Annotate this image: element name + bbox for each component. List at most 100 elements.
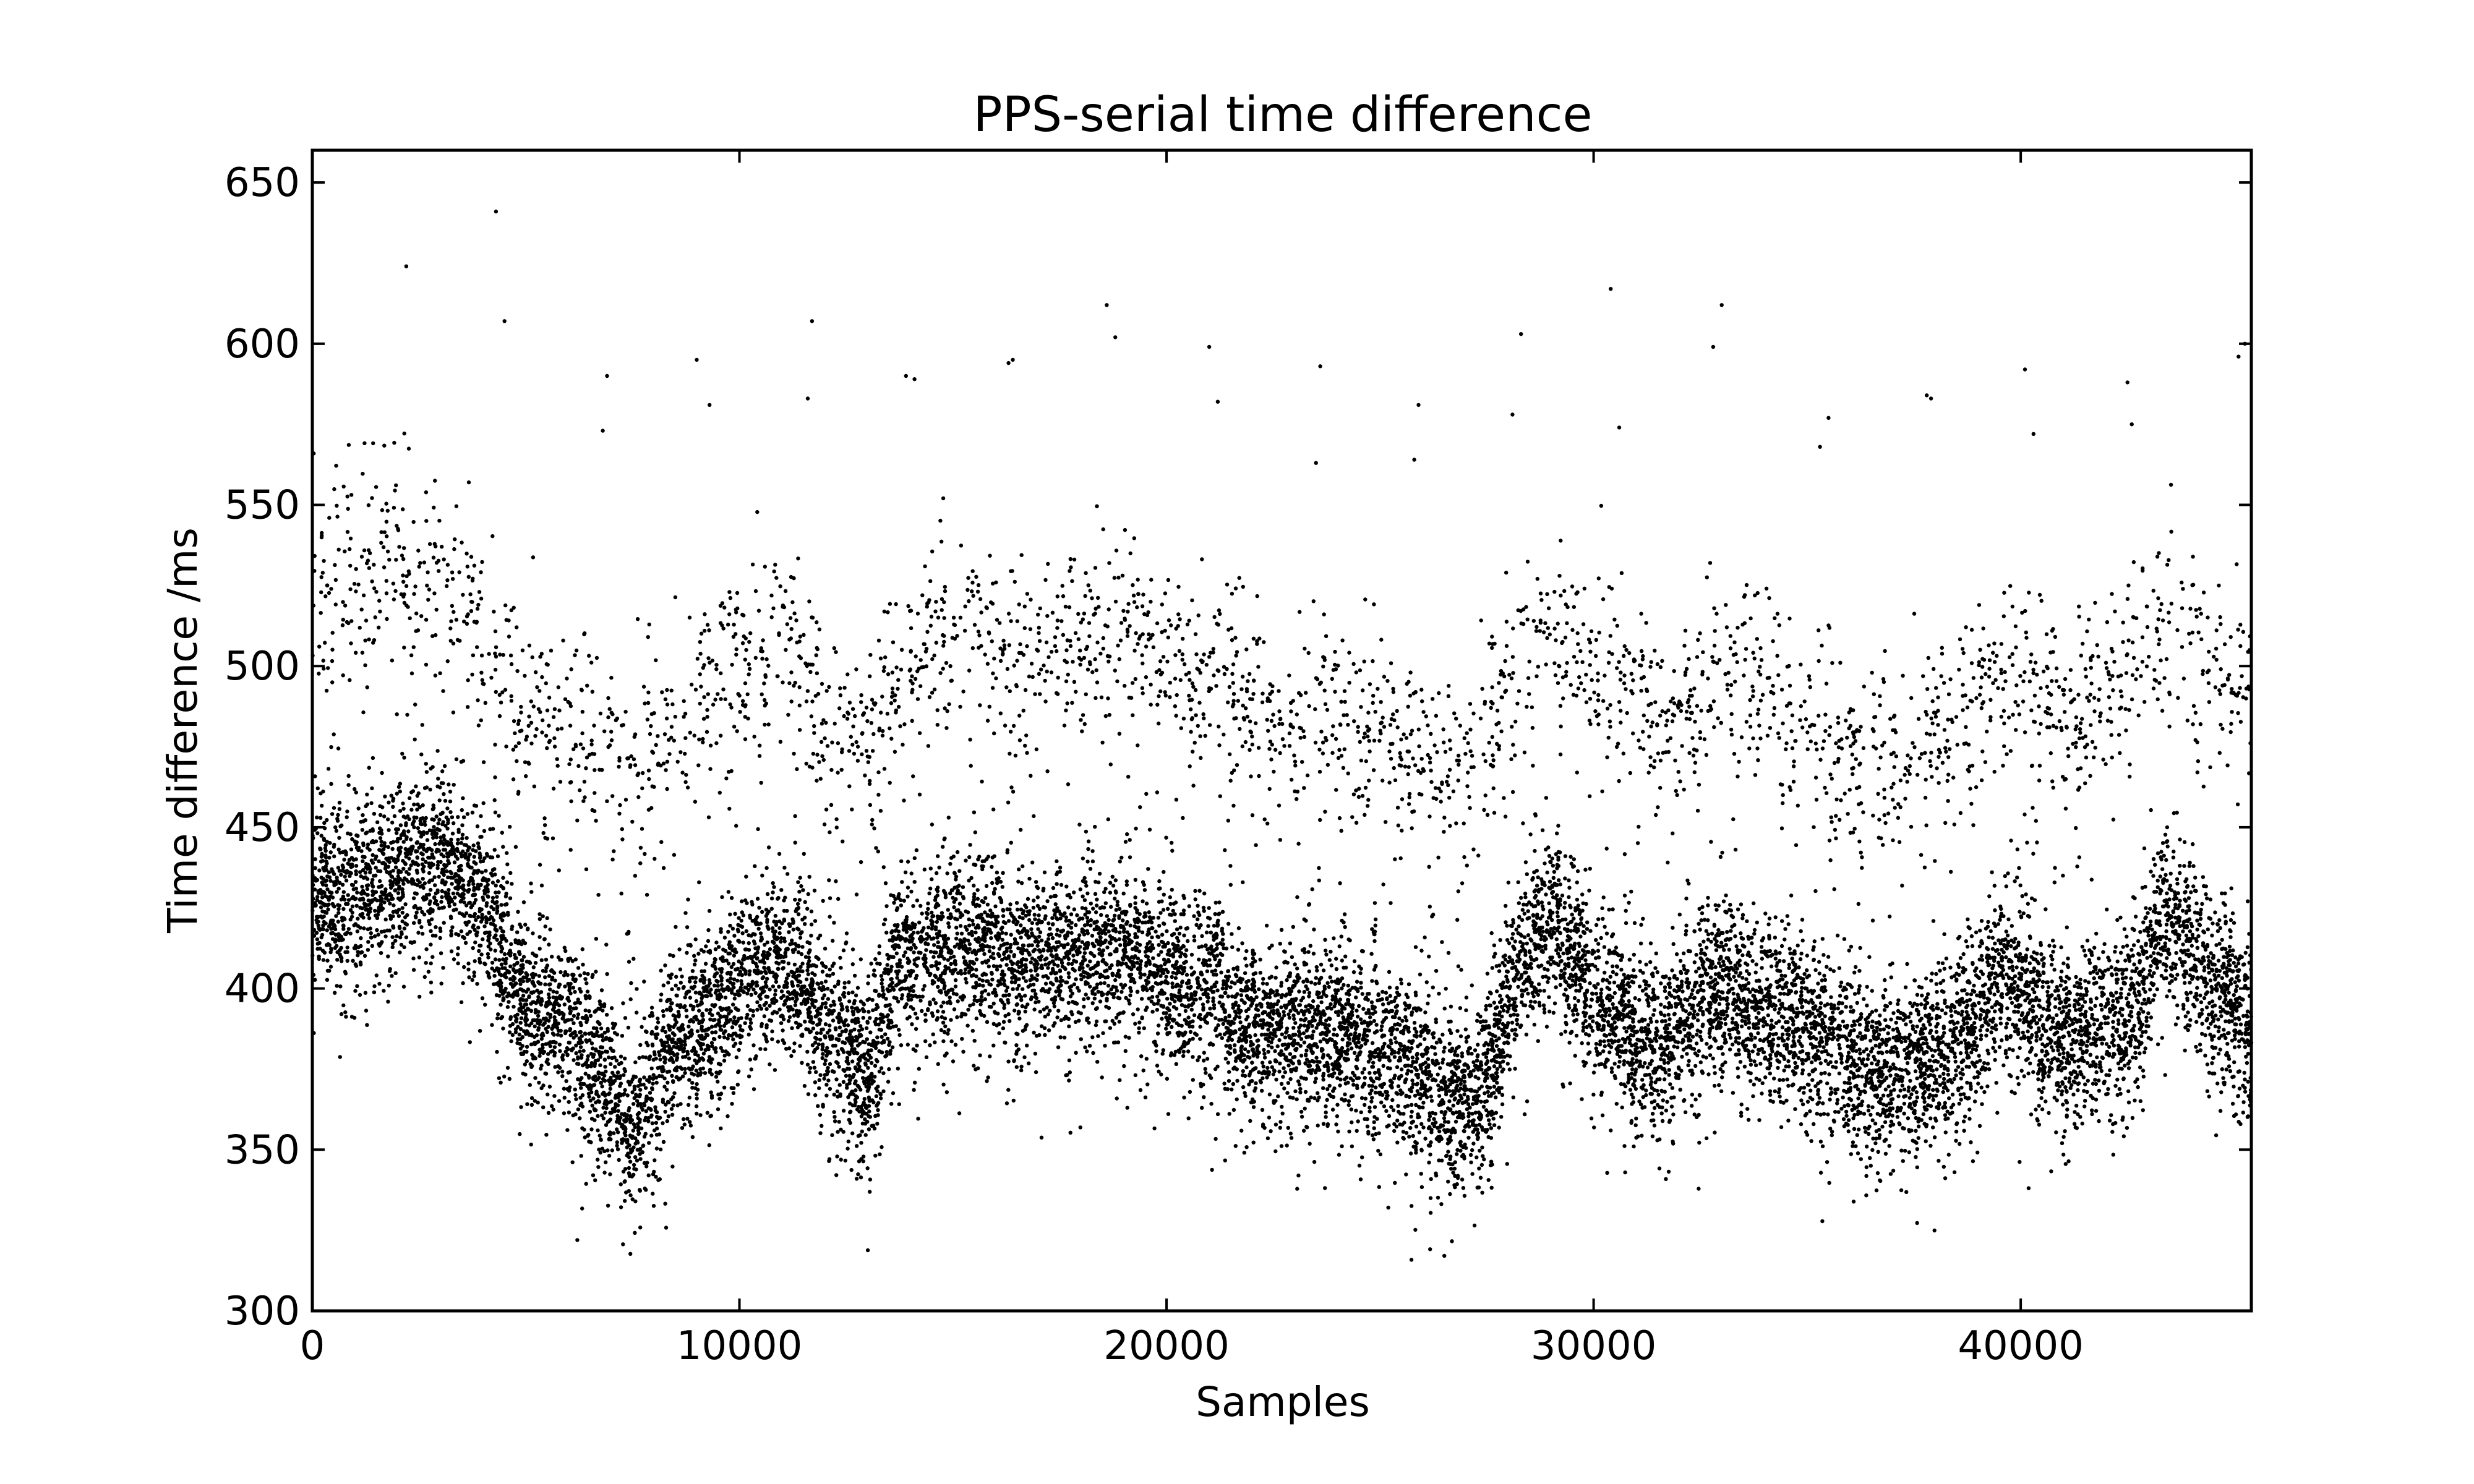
- data-point: [345, 809, 349, 814]
- data-point: [2243, 950, 2248, 955]
- data-point: [1648, 941, 1653, 945]
- data-point: [1512, 947, 1517, 952]
- data-point: [837, 1120, 841, 1124]
- data-point: [1856, 1151, 1860, 1156]
- data-point: [1716, 903, 1721, 908]
- data-point: [1790, 957, 1794, 961]
- data-point: [2071, 1093, 2076, 1097]
- data-point: [1079, 1037, 1084, 1041]
- data-point: [1117, 906, 1122, 911]
- data-point: [2107, 1073, 2111, 1078]
- data-point: [366, 883, 370, 887]
- data-point: [954, 926, 959, 930]
- data-point: [1705, 1041, 1709, 1046]
- data-point: [508, 964, 513, 969]
- data-point: [2198, 916, 2203, 921]
- data-point: [1852, 1019, 1856, 1024]
- data-point: [1713, 972, 1718, 976]
- data-point: [1924, 976, 1928, 981]
- data-point: [961, 885, 965, 889]
- data-point: [1400, 1018, 1405, 1023]
- data-point: [1157, 1069, 1161, 1074]
- data-point: [1870, 1118, 1875, 1123]
- data-point: [1906, 1116, 1911, 1120]
- data-point: [820, 996, 825, 1000]
- data-point: [1740, 916, 1745, 921]
- data-point: [580, 1053, 584, 1057]
- data-point: [1930, 971, 1934, 976]
- data-point: [2241, 1111, 2245, 1115]
- data-point: [773, 992, 777, 997]
- data-point: [1337, 944, 1342, 949]
- data-point: [2063, 1085, 2068, 1090]
- data-point: [1750, 941, 1754, 945]
- data-point: [1157, 887, 1162, 891]
- data-point: [2216, 1051, 2221, 1056]
- data-point: [1469, 1160, 1473, 1165]
- data-point: [903, 870, 908, 875]
- data-point: [615, 1140, 619, 1145]
- data-point: [1260, 1107, 1265, 1112]
- data-point: [563, 984, 567, 989]
- data-point: [1128, 923, 1132, 927]
- data-point: [1513, 1032, 1517, 1036]
- data-point: [877, 944, 882, 949]
- data-point: [912, 1088, 916, 1092]
- data-point: [1652, 1106, 1657, 1111]
- data-point: [1101, 1031, 1105, 1036]
- data-point: [596, 1058, 601, 1062]
- data-point: [1567, 878, 1571, 882]
- data-point: [1915, 1095, 1919, 1099]
- data-point: [1336, 1129, 1340, 1134]
- data-point: [1442, 1006, 1447, 1011]
- data-point: [421, 830, 426, 835]
- data-point: [983, 997, 988, 1002]
- data-point: [807, 1070, 812, 1075]
- data-point: [1974, 1090, 1978, 1094]
- data-point: [2010, 924, 2014, 928]
- data-point: [443, 798, 448, 803]
- data-point: [1429, 1130, 1434, 1135]
- data-point: [2137, 952, 2142, 957]
- data-point: [580, 1126, 584, 1130]
- data-point: [570, 1160, 575, 1164]
- data-point: [341, 890, 346, 894]
- data-point: [1045, 1005, 1049, 1010]
- data-point: [2123, 1064, 2127, 1068]
- data-point: [1541, 907, 1546, 911]
- data-point: [574, 1051, 578, 1055]
- data-point: [972, 1039, 977, 1043]
- data-point: [753, 864, 757, 869]
- data-point: [792, 1041, 797, 1046]
- data-point: [892, 900, 896, 905]
- data-point: [674, 924, 678, 929]
- data-point: [2047, 1111, 2051, 1115]
- data-point: [2165, 956, 2169, 960]
- data-point: [631, 1145, 636, 1149]
- data-point: [832, 1070, 836, 1074]
- data-point: [1095, 897, 1099, 902]
- data-point: [1718, 855, 1723, 859]
- data-point: [1751, 1094, 1755, 1099]
- data-point: [583, 1135, 587, 1140]
- data-point: [490, 827, 495, 831]
- data-point: [1012, 1058, 1016, 1062]
- data-point: [377, 859, 381, 864]
- data-point: [1317, 981, 1321, 986]
- data-point: [1484, 1007, 1488, 1012]
- data-point: [824, 1093, 829, 1098]
- data-point: [1012, 954, 1016, 958]
- data-point: [1210, 1167, 1214, 1172]
- data-point: [1199, 987, 1204, 992]
- data-point: [390, 935, 395, 939]
- data-point: [868, 1016, 872, 1020]
- data-point: [1800, 980, 1804, 985]
- data-point: [1732, 974, 1736, 979]
- data-point: [2213, 978, 2217, 982]
- data-point: [657, 1132, 662, 1136]
- data-point: [890, 1045, 895, 1049]
- data-point: [533, 984, 537, 988]
- data-point: [815, 981, 820, 986]
- data-point: [770, 1037, 774, 1041]
- data-point: [466, 962, 471, 966]
